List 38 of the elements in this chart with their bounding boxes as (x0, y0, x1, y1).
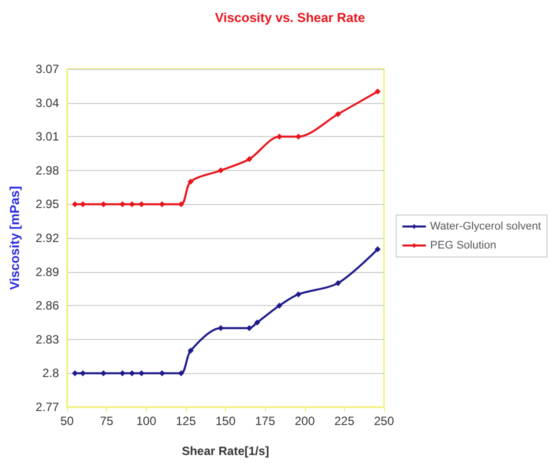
point (335, 111, 342, 118)
point (246, 156, 252, 162)
y-tick-label: 2.98 (36, 163, 60, 178)
y-tick-label: 2.89 (36, 264, 60, 279)
y-tick-label: 2.83 (36, 332, 60, 346)
point (374, 246, 381, 252)
x-tick-label: 175 (255, 414, 276, 428)
y-tick-label: 2.86 (36, 298, 60, 313)
point (218, 167, 224, 174)
point (188, 348, 194, 354)
y-tick-label: 2.8 (42, 366, 60, 380)
x-tick-label: 225 (334, 414, 355, 428)
chart-title: Viscosity vs. Shear Rate (215, 10, 366, 25)
y-tick-label: 3.07 (36, 62, 60, 76)
x-tick-label: 250 (374, 414, 394, 428)
x-tick-label: 200 (294, 414, 316, 428)
y-tick-label: 2.77 (36, 400, 60, 414)
point (374, 88, 381, 95)
x-tick-label: 75 (100, 414, 114, 428)
legend-label: PEG Solution (430, 240, 496, 252)
x-tick-label: 50 (60, 414, 74, 428)
y-tick-label: 3.04 (36, 96, 60, 110)
x-tick-label: 100 (136, 414, 157, 428)
point (72, 370, 78, 376)
point (335, 280, 342, 286)
point (254, 320, 260, 326)
x-tick-label: 150 (215, 414, 236, 428)
y-axis-title: Viscosity [mPas] (7, 186, 22, 290)
x-axis-title: Shear Rate[1/s] (182, 444, 270, 458)
y-tick-label: 2.95 (36, 197, 60, 212)
point (188, 178, 194, 185)
y-tick-label: 2.92 (36, 231, 60, 245)
point (72, 201, 78, 208)
point (276, 302, 282, 309)
y-tick-label: 3.01 (36, 130, 60, 144)
point (295, 291, 302, 298)
legend-label: Water-Glycerol solvent (430, 220, 541, 232)
x-tick-label: 125 (176, 414, 196, 428)
